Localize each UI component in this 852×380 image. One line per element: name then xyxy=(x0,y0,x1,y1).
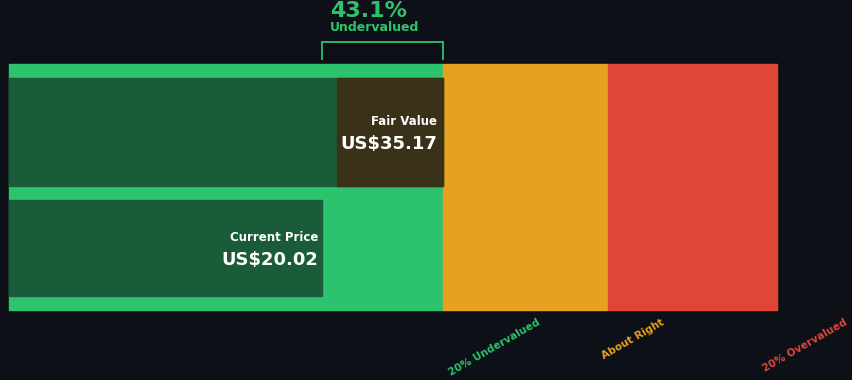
Text: US$20.02: US$20.02 xyxy=(222,251,318,269)
Bar xyxy=(442,64,607,310)
Bar xyxy=(337,78,442,186)
Text: US$35.17: US$35.17 xyxy=(340,135,437,153)
Bar xyxy=(9,200,322,296)
Bar xyxy=(607,64,776,310)
Text: Fair Value: Fair Value xyxy=(371,115,437,128)
Bar xyxy=(9,64,442,310)
Text: 43.1%: 43.1% xyxy=(330,1,407,21)
Text: Current Price: Current Price xyxy=(230,231,318,244)
Text: About Right: About Right xyxy=(599,317,665,361)
Text: Undervalued: Undervalued xyxy=(330,21,419,34)
Bar xyxy=(9,78,442,186)
Text: 20% Undervalued: 20% Undervalued xyxy=(446,317,541,378)
Text: 20% Overvalued: 20% Overvalued xyxy=(760,317,848,374)
